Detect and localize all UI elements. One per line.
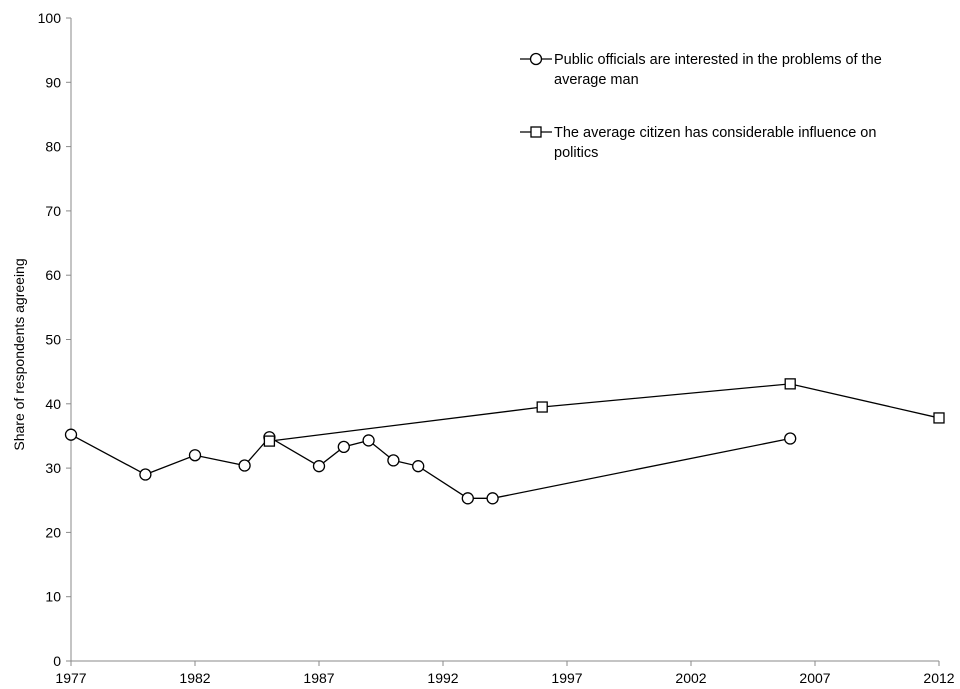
circle-data-point (238, 459, 251, 472)
legend-item-2: The average citizen has considerable inf… (520, 125, 876, 161)
y-tick-label: 70 (45, 203, 61, 219)
x-tick-label: 1997 (551, 670, 582, 686)
series-line (70, 434, 791, 499)
y-tick-label: 10 (45, 589, 61, 605)
x-tick-label: 1977 (55, 670, 86, 686)
y-axis-label: Share of respondents agreeing (11, 258, 27, 450)
square-data-point (933, 412, 945, 424)
x-tick-label: 1987 (303, 670, 334, 686)
square-data-point (263, 435, 276, 447)
circle-data-point (784, 432, 797, 445)
x-ticks: 1977 1982 1987 1992 1997 2002 2007 2012 (55, 661, 955, 686)
y-tick-label: 90 (45, 74, 61, 90)
y-tick-label: 100 (38, 10, 62, 26)
circle-data-point (461, 492, 474, 505)
legend-label: average man (554, 72, 639, 88)
circle-data-point (387, 454, 400, 467)
series-2 (263, 378, 945, 447)
legend-label: The average citizen has considerable inf… (554, 125, 876, 141)
y-tick-label: 30 (45, 460, 61, 476)
legend-label: politics (554, 145, 598, 161)
square-data-point (536, 401, 548, 413)
circle-data-point (486, 492, 499, 505)
circle-data-point (188, 449, 202, 462)
circle-data-point (337, 440, 350, 454)
circle-data-point (312, 460, 326, 473)
legend-circle-marker (529, 52, 543, 66)
x-tick-label: 2007 (799, 670, 830, 686)
y-tick-label: 20 (45, 524, 61, 540)
square-data-point (784, 378, 796, 390)
legend-item-1: Public officials are interested in the p… (520, 52, 882, 88)
y-ticks: 0 10 20 30 40 50 60 70 80 90 100 (38, 10, 71, 669)
x-tick-label: 1982 (179, 670, 210, 686)
y-tick-label: 50 (45, 332, 61, 348)
y-tick-label: 40 (45, 396, 61, 412)
x-tick-label: 2002 (675, 670, 706, 686)
series-line (269, 383, 940, 442)
circle-data-point (412, 460, 425, 473)
x-tick-label: 1992 (427, 670, 458, 686)
legend-label: Public officials are interested in the p… (554, 52, 882, 68)
series-1 (64, 428, 797, 505)
circle-data-point (139, 468, 152, 481)
circle-data-point (362, 434, 375, 447)
circle-data-point (64, 428, 78, 441)
series-layer (64, 378, 945, 505)
legend-square-marker (530, 126, 542, 138)
y-tick-label: 0 (53, 653, 61, 669)
x-tick-label: 2012 (923, 670, 954, 686)
y-tick-label: 60 (45, 267, 61, 283)
legend: Public officials are interested in the p… (520, 52, 882, 161)
y-tick-label: 80 (45, 139, 61, 155)
